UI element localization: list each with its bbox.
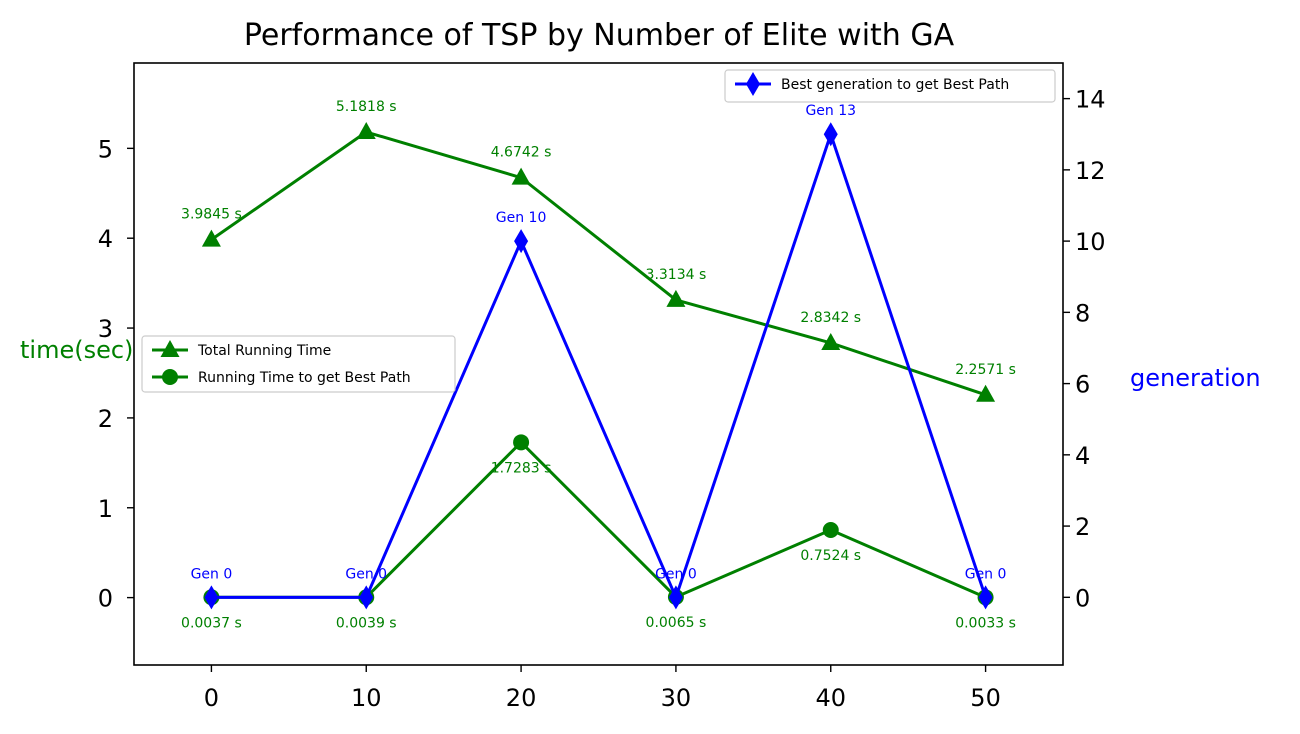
- data-label: Gen 0: [655, 566, 697, 582]
- right-y-tick-label: 4: [1075, 442, 1090, 470]
- data-point-marker: [514, 229, 529, 254]
- data-point-marker: [356, 122, 376, 140]
- data-point-marker: [204, 585, 219, 610]
- plot-frame: [133, 62, 1064, 666]
- right-y-tick-label: 14: [1075, 86, 1106, 114]
- series-line: [210, 130, 987, 397]
- right-y-axis-label: generation: [1130, 364, 1261, 392]
- left-y-tick-label: 4: [98, 225, 113, 253]
- data-label: 0.0039 s: [336, 615, 397, 631]
- right-y-tick-label: 6: [1075, 371, 1090, 399]
- series-line: [211, 440, 987, 599]
- series-2: Gen 0 Gen 0 Gen 10 Gen 0 Gen 13 Gen 0: [191, 103, 1007, 610]
- data-point-marker: [513, 434, 530, 451]
- data-label: Gen 0: [191, 566, 233, 582]
- data-label: 0.7524 s: [800, 548, 861, 564]
- data-label: 3.3134 s: [646, 267, 707, 283]
- legend-marker: [160, 340, 180, 357]
- data-label: 0.0065 s: [646, 615, 707, 631]
- data-label: 4.6742 s: [491, 145, 552, 161]
- legend-entry: Running Time to get Best Path: [198, 370, 411, 386]
- data-label: Gen 10: [496, 210, 547, 226]
- data-point-marker: [359, 585, 374, 610]
- x-axis: 0 10 20 30 40 50: [204, 665, 1001, 712]
- legend-layer: Total Running Time Running Time to get Be…: [141, 69, 1056, 393]
- data-point-marker: [201, 229, 221, 247]
- left-y-tick-label: 3: [98, 315, 113, 343]
- x-tick-label: 0: [204, 684, 219, 712]
- left-y-tick-label: 0: [98, 585, 113, 613]
- data-point-marker: [666, 289, 686, 307]
- data-point-marker: [978, 585, 993, 610]
- data-point-marker: [668, 585, 683, 610]
- series-line: [211, 132, 988, 599]
- data-label: 3.9845 s: [181, 207, 242, 223]
- x-tick-label: 20: [506, 684, 537, 712]
- series-0: 3.9845 s 5.1818 s 4.6742 s 3.3134 s 2.8342 s…: [181, 99, 1016, 402]
- legend-marker: [746, 72, 760, 96]
- right-y-tick-label: 12: [1075, 157, 1106, 185]
- right-y-tick-label: 2: [1075, 513, 1090, 541]
- x-tick-label: 50: [970, 684, 1001, 712]
- x-tick-label: 10: [351, 684, 382, 712]
- legend-marker: [162, 369, 178, 385]
- right-y-tick-label: 0: [1075, 584, 1090, 612]
- data-label: 0.0037 s: [181, 615, 242, 631]
- data-label: 5.1818 s: [336, 99, 397, 115]
- data-point-marker: [822, 522, 839, 539]
- legend: Total Running Time Running Time to get Be…: [141, 335, 456, 393]
- legend-frame: [724, 69, 1056, 103]
- data-label: 1.7283 s: [491, 460, 552, 476]
- left-y-tick-label: 1: [98, 495, 113, 523]
- series-1: 0.0037 s 0.0039 s 1.7283 s 0.0065 s 0.7524 s…: [181, 434, 1016, 631]
- legend-frame: [141, 335, 456, 393]
- data-label: 2.8342 s: [800, 310, 861, 326]
- data-point-marker: [823, 122, 838, 147]
- data-point-marker: [976, 384, 996, 402]
- x-tick-label: 40: [815, 684, 846, 712]
- x-tick-label: 30: [661, 684, 692, 712]
- right-y-tick-label: 10: [1075, 228, 1106, 256]
- data-label: Gen 0: [345, 566, 387, 582]
- data-point-marker: [511, 167, 531, 185]
- left-y-axis: 0 1 2 3 4 5: [98, 135, 134, 613]
- legend-entry: Best generation to get Best Path: [781, 77, 1009, 93]
- data-point-marker: [821, 332, 841, 350]
- data-label: Gen 13: [805, 103, 856, 119]
- right-y-tick-label: 8: [1075, 299, 1090, 327]
- legend: Best generation to get Best Path: [724, 69, 1056, 103]
- series-layer: 3.9845 s 5.1818 s 4.6742 s 3.3134 s 2.8342 s…: [181, 99, 1016, 631]
- data-label: 0.0033 s: [955, 615, 1016, 631]
- data-label: Gen 0: [965, 566, 1007, 582]
- legend-entry: Total Running Time: [197, 343, 331, 359]
- right-y-axis: 0 2 4 6 8 10 12 14: [1063, 86, 1106, 612]
- data-label: 2.2571 s: [955, 362, 1016, 378]
- left-y-tick-label: 5: [98, 135, 113, 163]
- chart-title: Performance of TSP by Number of Elite wi…: [244, 18, 955, 53]
- left-y-tick-label: 2: [98, 405, 113, 433]
- left-y-axis-label: time(sec): [20, 336, 133, 364]
